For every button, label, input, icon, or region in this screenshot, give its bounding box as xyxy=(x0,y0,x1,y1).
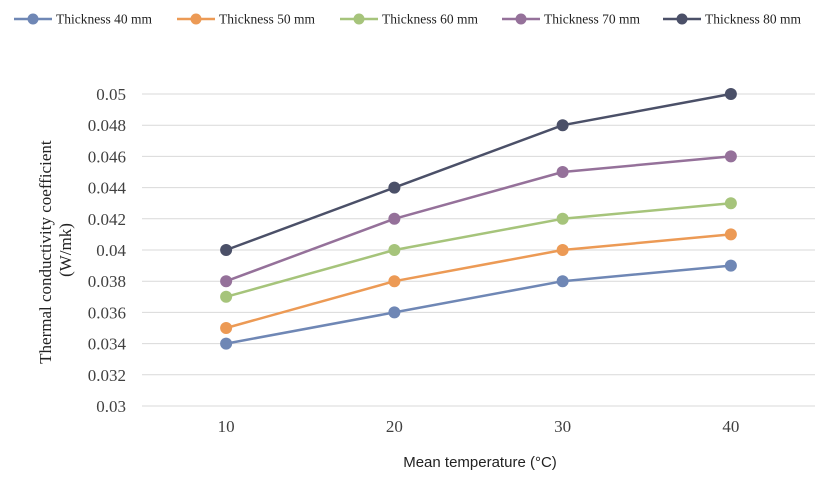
legend-marker xyxy=(190,13,202,25)
data-point xyxy=(724,197,737,210)
legend-item: Thickness 40 mm xyxy=(14,12,152,27)
data-point xyxy=(388,212,401,225)
y-axis-title-line-2: (W/mk) xyxy=(56,223,75,277)
y-axis-title: Thermal conductivity coefficient (W/mk) xyxy=(36,136,75,364)
data-point xyxy=(388,181,401,194)
data-point xyxy=(556,212,569,225)
x-tick-label: 40 xyxy=(722,417,739,436)
y-tick-label: 0.034 xyxy=(88,335,127,354)
series-line xyxy=(225,92,732,252)
y-axis-ticks: 0.03 0.032 0.034 0.036 0.038 0.04 0.042 0.044 0.… xyxy=(88,85,127,416)
data-point xyxy=(724,259,737,272)
series-line xyxy=(225,233,731,330)
x-tick-label: 10 xyxy=(218,417,235,436)
legend-marker xyxy=(515,13,527,25)
legend-label: Thickness 40 mm xyxy=(56,12,152,27)
data-point xyxy=(556,166,569,178)
y-tick-label: 0.042 xyxy=(88,210,126,229)
legend-marker xyxy=(676,13,688,25)
legend-item: Thickness 80 mm xyxy=(663,12,801,27)
x-tick-label: 30 xyxy=(554,417,571,436)
legend-item: Thickness 60 mm xyxy=(340,12,478,27)
legend-item: Thickness 50 mm xyxy=(177,12,315,27)
y-tick-label: 0.04 xyxy=(96,241,126,260)
series-line xyxy=(225,264,731,345)
y-tick-label: 0.048 xyxy=(88,116,126,135)
data-point xyxy=(220,337,233,350)
data-point xyxy=(388,306,401,319)
x-axis-title: Mean temperature (°C) xyxy=(403,454,557,471)
legend-label: Thickness 70 mm xyxy=(544,12,640,27)
data-point xyxy=(220,244,233,256)
data-point xyxy=(388,244,401,256)
y-tick-label: 0.05 xyxy=(96,85,126,104)
y-tick-label: 0.03 xyxy=(96,397,126,416)
data-point xyxy=(388,275,401,288)
data-point xyxy=(556,275,569,288)
series-points xyxy=(220,88,737,350)
data-point xyxy=(724,150,737,163)
legend: Thickness 40 mm Thickness 50 mm Thickness … xyxy=(14,12,801,27)
data-point xyxy=(724,88,737,100)
x-axis-ticks: 10 20 30 40 xyxy=(218,417,740,436)
x-tick-label: 20 xyxy=(386,417,403,436)
legend-marker xyxy=(27,13,39,25)
y-tick-label: 0.046 xyxy=(88,147,126,166)
series-line xyxy=(225,201,731,299)
y-tick-label: 0.038 xyxy=(88,272,126,291)
legend-label: Thickness 50 mm xyxy=(219,12,315,27)
data-point xyxy=(220,290,233,303)
legend-item: Thickness 70 mm xyxy=(502,12,640,27)
legend-marker xyxy=(353,13,365,25)
gridlines xyxy=(142,93,815,407)
series-lines xyxy=(225,92,732,345)
data-point xyxy=(556,119,569,132)
y-axis-title-line-1: Thermal conductivity coefficient xyxy=(36,140,55,364)
series-line xyxy=(225,155,731,283)
y-tick-label: 0.044 xyxy=(88,179,127,198)
data-point xyxy=(724,228,737,241)
legend-label: Thickness 60 mm xyxy=(382,12,478,27)
legend-label: Thickness 80 mm xyxy=(705,12,801,27)
y-tick-label: 0.032 xyxy=(88,366,126,385)
data-point xyxy=(556,244,569,256)
data-point xyxy=(220,275,233,288)
y-tick-label: 0.036 xyxy=(88,303,126,322)
data-point xyxy=(220,322,233,334)
